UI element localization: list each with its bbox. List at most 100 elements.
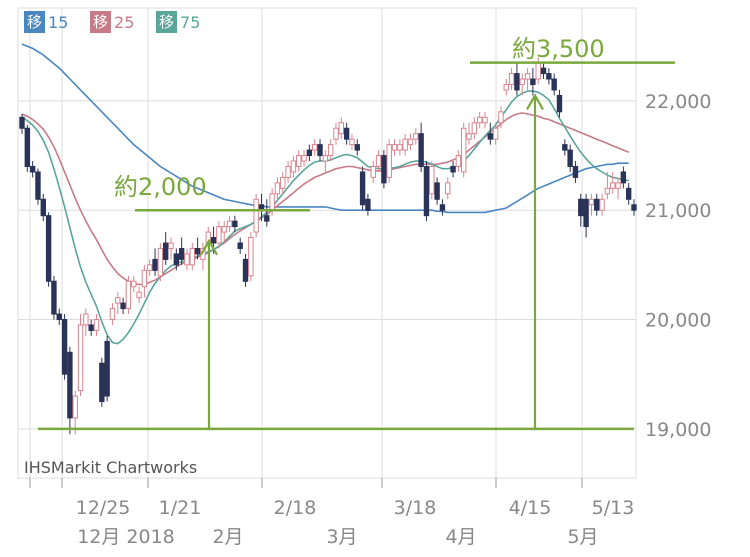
arrow-2000-head xyxy=(200,238,218,256)
candle xyxy=(35,168,41,205)
candle xyxy=(61,314,68,380)
candle xyxy=(588,193,595,216)
candle xyxy=(610,171,616,194)
ma25-line xyxy=(21,112,630,286)
legend-ma15[interactable]: 移 15 xyxy=(24,9,68,35)
candle-body xyxy=(365,198,371,211)
candle-body xyxy=(476,116,483,124)
legend-ma75-tag: 移 xyxy=(156,11,178,33)
candle xyxy=(24,124,31,172)
candle-body xyxy=(327,144,334,157)
candle xyxy=(216,221,222,249)
x-month-label: 2月 xyxy=(212,526,243,548)
x-tick-label: 5/13 xyxy=(592,497,635,519)
candle xyxy=(83,308,89,336)
candle-body xyxy=(184,253,190,266)
plot-frame xyxy=(17,7,637,479)
candle xyxy=(556,89,563,118)
candle-body xyxy=(524,73,531,80)
candle-body xyxy=(210,237,217,244)
candle-body xyxy=(461,127,467,173)
candle xyxy=(551,73,557,96)
candle-body xyxy=(237,242,243,249)
legend-ma15-period: 15 xyxy=(48,12,69,32)
candle-body xyxy=(498,111,504,124)
candlesticks xyxy=(19,57,637,435)
candle-body xyxy=(615,182,621,189)
candle-body xyxy=(232,220,238,228)
candle xyxy=(466,122,472,145)
candle-body xyxy=(418,133,424,167)
x-tick-label: 3/18 xyxy=(394,497,437,519)
candle-body xyxy=(594,198,600,211)
candle-body xyxy=(508,73,515,86)
candle xyxy=(375,150,382,172)
candle-body xyxy=(56,313,62,321)
candle xyxy=(317,139,323,162)
candle-body xyxy=(359,171,366,206)
candle-body xyxy=(556,94,563,113)
candle-body xyxy=(40,198,46,217)
candle xyxy=(253,193,259,238)
candle xyxy=(296,150,302,172)
candle xyxy=(455,150,462,172)
candle xyxy=(237,237,243,254)
candle-body xyxy=(455,155,462,167)
x-month-label: 4月 xyxy=(445,526,476,548)
legend-ma75-period: 75 xyxy=(180,12,201,32)
candle xyxy=(264,199,270,227)
candle xyxy=(19,114,25,134)
candle-body xyxy=(492,127,499,140)
candle xyxy=(109,303,116,325)
candle xyxy=(620,166,627,189)
candle xyxy=(306,144,313,162)
y-tick-label: 22,000 xyxy=(645,91,711,113)
candle-body xyxy=(221,226,227,233)
candle-body xyxy=(88,324,94,331)
legend-ma25[interactable]: 移 25 xyxy=(90,9,134,35)
candle xyxy=(524,68,531,90)
candle-body xyxy=(429,165,435,195)
candle xyxy=(274,177,281,200)
candle xyxy=(487,122,494,145)
candle-body xyxy=(343,127,350,140)
candle xyxy=(349,133,355,151)
candle-body xyxy=(77,324,84,392)
candle-body xyxy=(375,155,382,167)
candle-body xyxy=(194,247,201,255)
candle xyxy=(386,139,392,183)
candle xyxy=(508,68,515,90)
candle-body xyxy=(551,78,557,91)
candle xyxy=(40,193,46,222)
candle xyxy=(583,193,589,238)
candle-body xyxy=(296,155,302,167)
candle xyxy=(77,314,84,397)
candle xyxy=(594,193,600,216)
candle-body xyxy=(445,182,451,195)
moving-average-lines xyxy=(21,43,630,345)
candle-body xyxy=(562,144,568,151)
candle xyxy=(56,308,62,325)
candle-body xyxy=(253,198,259,233)
candle xyxy=(354,139,360,156)
candle-body xyxy=(535,62,541,80)
candle-body xyxy=(269,193,275,211)
candle xyxy=(397,139,403,156)
candle-body xyxy=(285,165,291,178)
candle xyxy=(365,193,371,216)
candle-body xyxy=(24,127,31,167)
candle xyxy=(301,150,307,167)
legend-ma25-tag: 移 xyxy=(90,11,112,33)
candle xyxy=(29,161,36,178)
candle xyxy=(147,259,153,276)
legend-ma75[interactable]: 移 75 xyxy=(156,9,200,35)
candle xyxy=(99,357,105,407)
candle xyxy=(141,264,148,298)
candle-body xyxy=(530,78,536,86)
candle xyxy=(530,68,536,96)
candle-body xyxy=(540,67,547,75)
candle-body xyxy=(51,280,57,315)
candle xyxy=(631,199,637,216)
candle-body xyxy=(83,313,89,326)
candle xyxy=(370,161,376,183)
